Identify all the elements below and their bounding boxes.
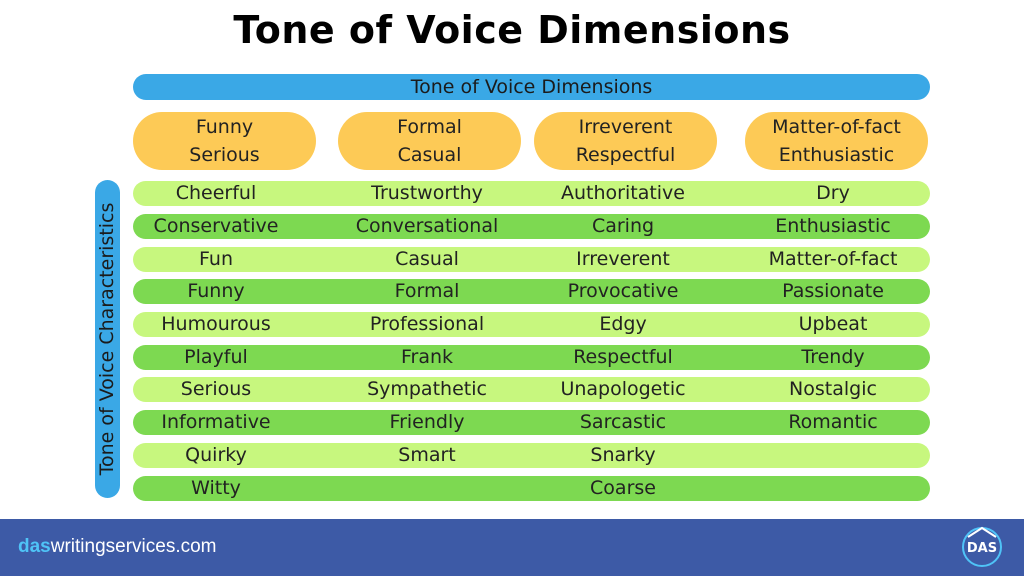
characteristics-row: Informative Friendly Sarcastic Romantic	[133, 410, 930, 435]
characteristic-irreverent-respectful: Unapologetic	[560, 378, 686, 400]
characteristics-row: Funny Formal Provocative Passionate	[133, 279, 930, 304]
dimension-label: Enthusiastic	[778, 144, 895, 166]
characteristic-irreverent-respectful: Caring	[591, 215, 655, 237]
characteristics-row: Serious Sympathetic Unapologetic Nostalgic	[133, 377, 930, 402]
characteristics-side-bar	[95, 180, 120, 498]
characteristic-matteroffact-enthusiastic: Trendy	[801, 346, 865, 368]
dimension-label: Matter-of-fact	[772, 116, 901, 138]
brand-prefix: das	[18, 536, 51, 557]
characteristic-matteroffact-enthusiastic: Nostalgic	[789, 378, 877, 400]
characteristic-matteroffact-enthusiastic: Enthusiastic	[775, 215, 891, 237]
characteristics-side-label: Tone of Voice Characteristics	[96, 202, 118, 476]
characteristics-row: Cheerful Trustworthy Authoritative Dry	[133, 181, 930, 206]
brand-link[interactable]: daswritingservices.com	[18, 536, 217, 558]
characteristics-row: Conservative Conversational Caring Enthusia…	[133, 214, 930, 239]
dimension-label: Irreverent	[578, 116, 673, 138]
characteristic-formal-casual: Friendly	[389, 411, 465, 433]
logo-text: DAS	[967, 541, 997, 556]
characteristic-funny-serious: Serious	[180, 378, 252, 400]
dimension-pill-funny-serious: Funny Serious	[133, 112, 316, 170]
dimension-label: Formal	[397, 116, 462, 138]
characteristic-funny-serious: Playful	[184, 346, 248, 368]
dimensions-header-bar: Tone of Voice Dimensions	[133, 74, 930, 100]
characteristics-row: Fun Casual Irreverent Matter-of-fact	[133, 247, 930, 272]
characteristic-matteroffact-enthusiastic: Upbeat	[798, 313, 868, 335]
characteristic-funny-serious: Humourous	[161, 313, 271, 335]
dimension-label: Respectful	[575, 144, 676, 166]
dimension-label: Serious	[189, 144, 260, 166]
characteristic-irreverent-respectful: Provocative	[567, 280, 679, 302]
characteristic-funny-serious: Funny	[187, 280, 245, 302]
characteristic-formal-casual: Conversational	[355, 215, 499, 237]
characteristic-matteroffact-enthusiastic: Dry	[816, 182, 850, 204]
dimension-pill-matteroffact-enthusiastic: Matter-of-fact Enthusiastic	[745, 112, 928, 170]
characteristic-formal-casual: Trustworthy	[371, 182, 483, 204]
characteristics-row: Humourous Professional Edgy Upbeat	[133, 312, 930, 337]
characteristic-matteroffact-enthusiastic: Romantic	[788, 411, 878, 433]
dimension-pill-irreverent-respectful: Irreverent Respectful	[534, 112, 717, 170]
characteristic-matteroffact-enthusiastic: Passionate	[782, 280, 884, 302]
characteristic-funny-serious: Quirky	[185, 444, 247, 466]
characteristic-formal-casual: Sympathetic	[367, 378, 487, 400]
characteristic-formal-casual: Smart	[398, 444, 456, 466]
characteristic-irreverent-respectful: Edgy	[599, 313, 647, 335]
characteristic-formal-casual: Professional	[369, 313, 485, 335]
characteristics-row: Witty Coarse	[133, 476, 930, 501]
dimension-label: Funny	[195, 116, 254, 138]
characteristic-formal-casual: Formal	[394, 280, 460, 302]
characteristics-row: Quirky Smart Snarky	[133, 443, 930, 468]
characteristic-funny-serious: Informative	[161, 411, 271, 433]
characteristic-irreverent-respectful: Authoritative	[560, 182, 686, 204]
dimension-label: Casual	[397, 144, 462, 166]
footer-bar: daswritingservices.com DAS	[0, 519, 1024, 576]
characteristic-irreverent-respectful: Coarse	[590, 477, 656, 499]
page-title: Tone of Voice Dimensions	[233, 8, 791, 52]
characteristic-funny-serious: Conservative	[153, 215, 279, 237]
characteristic-irreverent-respectful: Sarcastic	[579, 411, 667, 433]
characteristic-matteroffact-enthusiastic: Matter-of-fact	[768, 248, 898, 270]
brand-rest: writingservices.com	[50, 536, 217, 557]
characteristic-irreverent-respectful: Snarky	[590, 444, 656, 466]
characteristic-funny-serious: Fun	[199, 248, 233, 270]
characteristic-irreverent-respectful: Respectful	[573, 346, 673, 368]
characteristic-funny-serious: Witty	[191, 477, 241, 499]
characteristics-row: Playful Frank Respectful Trendy	[133, 345, 930, 370]
characteristic-irreverent-respectful: Irreverent	[576, 248, 670, 270]
characteristic-formal-casual: Casual	[395, 248, 459, 270]
das-logo-icon: DAS	[962, 526, 1002, 567]
characteristic-formal-casual: Frank	[400, 346, 454, 368]
dimension-pill-formal-casual: Formal Casual	[338, 112, 521, 170]
characteristic-funny-serious: Cheerful	[175, 182, 257, 204]
